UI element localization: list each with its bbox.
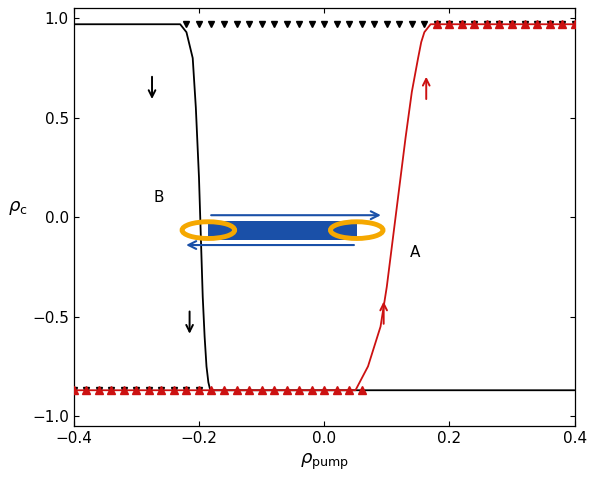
Text: A: A bbox=[410, 245, 420, 261]
X-axis label: $\rho_\mathrm{pump}$: $\rho_\mathrm{pump}$ bbox=[300, 452, 349, 472]
Bar bbox=[208, 221, 357, 240]
Text: B: B bbox=[153, 190, 164, 205]
Y-axis label: $\rho_\mathrm{c}$: $\rho_\mathrm{c}$ bbox=[8, 199, 28, 217]
